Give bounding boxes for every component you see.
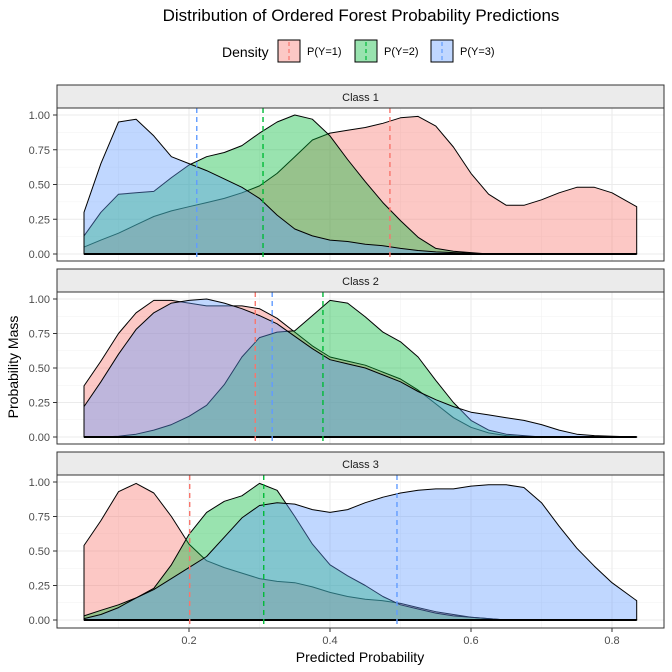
x-tick-label: 0.2 [181, 635, 196, 647]
y-tick-label: 0.25 [29, 581, 50, 593]
legend-label: P(Y=1) [307, 46, 342, 58]
chart-title: Distribution of Ordered Forest Probabili… [163, 6, 560, 25]
x-tick-label: 0.8 [604, 635, 619, 647]
density-area-3 [83, 484, 638, 621]
facet-panels: Class 1 0.00 0.25 0.50 0.75 1.00 Class 2 0.00 0.… [29, 84, 665, 629]
y-tick-label: 0.50 [29, 546, 50, 558]
x-tick-label: 0.4 [322, 635, 337, 647]
facet-strip-label: Class 3 [342, 459, 379, 471]
density-area-3 [83, 298, 638, 438]
facet-strip-label: Class 1 [342, 92, 379, 104]
legend-entry: P(Y=1) [277, 39, 342, 63]
legend: Density P(Y=1) P(Y=2) P(Y=3) [222, 39, 495, 63]
y-tick-label: 0.00 [29, 249, 50, 261]
y-tick-label: 0.75 [29, 329, 50, 341]
x-axis-title: Predicted Probability [296, 649, 424, 665]
legend-title: Density [222, 44, 269, 60]
y-tick-label: 0.75 [29, 145, 50, 157]
legend-label: P(Y=3) [460, 46, 495, 58]
y-tick-label: 0.50 [29, 363, 50, 375]
facet-strip-label: Class 2 [342, 276, 379, 288]
density-area-1 [83, 115, 638, 255]
y-tick-label: 0.25 [29, 398, 50, 410]
facet-panel: Class 3 0.00 0.25 0.50 0.75 1.00 [29, 451, 665, 629]
y-tick-label: 0.75 [29, 512, 50, 524]
y-tick-label: 1.00 [29, 110, 50, 122]
y-tick-label: 0.00 [29, 615, 50, 627]
x-tick-label: 0.6 [463, 635, 478, 647]
legend-label: P(Y=2) [384, 46, 419, 58]
y-tick-label: 1.00 [29, 294, 50, 306]
x-axis: 0.2 0.4 0.6 0.8 [181, 628, 620, 647]
y-tick-label: 0.50 [29, 180, 50, 192]
y-axis-title: Probability Mass [5, 316, 21, 419]
legend-entry: P(Y=2) [354, 39, 419, 63]
y-tick-label: 0.25 [29, 214, 50, 226]
y-tick-label: 1.00 [29, 477, 50, 489]
facet-panel: Class 1 0.00 0.25 0.50 0.75 1.00 [29, 84, 665, 262]
legend-entry: P(Y=3) [430, 39, 495, 63]
facet-panel: Class 2 0.00 0.25 0.50 0.75 1.00 [29, 268, 665, 445]
y-tick-label: 0.00 [29, 432, 50, 444]
